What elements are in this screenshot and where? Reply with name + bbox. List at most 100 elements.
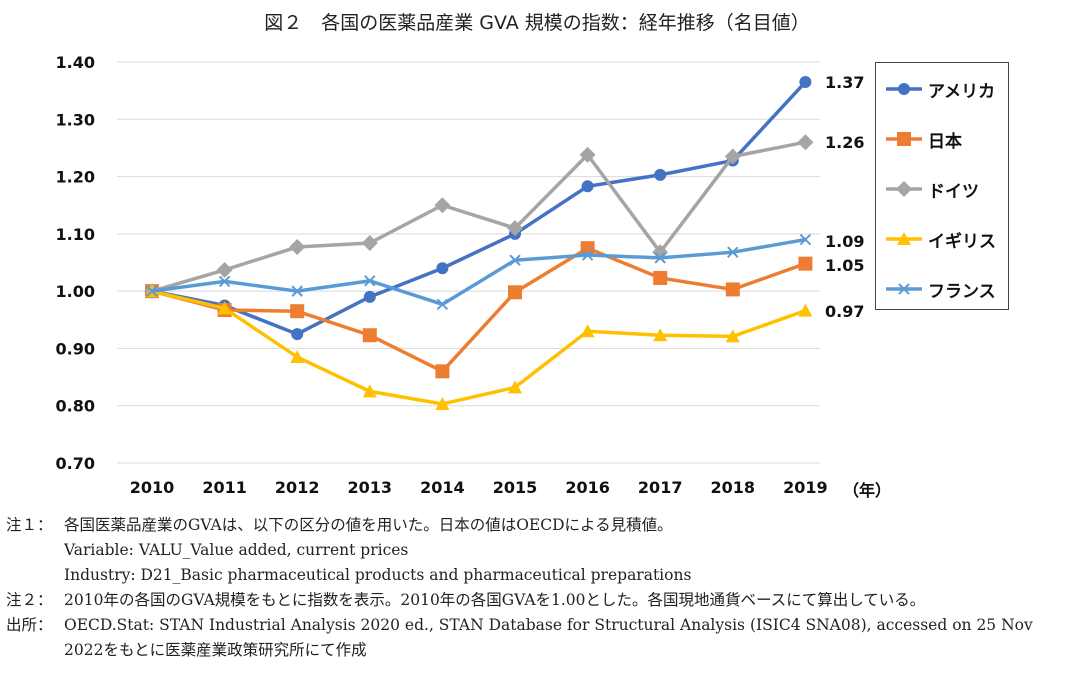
x-tick-label: 2017 [638, 478, 683, 497]
note-text: OECD.Stat: STAN Industrial Analysis 2020… [64, 616, 1033, 659]
data-point [724, 148, 741, 165]
data-point [291, 328, 304, 341]
data-point [362, 328, 377, 343]
legend-swatch [886, 181, 922, 197]
legend-label: アメリカ [928, 81, 996, 102]
data-point [798, 303, 813, 317]
x-tick-label: 2013 [348, 478, 393, 497]
y-tick-label: 1.20 [56, 168, 95, 187]
y-tick-label: 1.10 [56, 225, 95, 244]
data-point [508, 380, 522, 394]
x-tick-label: 2011 [202, 478, 247, 497]
data-point [727, 246, 739, 258]
note-text: Variable: VALU_Value added, current pric… [64, 541, 409, 559]
y-tick-label: 0.70 [56, 454, 95, 473]
data-point [146, 285, 158, 297]
data-point [290, 304, 305, 319]
data-point [653, 270, 668, 285]
data-point [799, 233, 812, 246]
legend-item: アメリカ [884, 77, 996, 102]
legend: アメリカ日本ドイツイギリスフランス [875, 62, 1009, 310]
data-point [898, 283, 910, 295]
data-label: 1.09 [825, 232, 864, 251]
note-label: 出所： [6, 616, 53, 634]
note-label: 注２： [6, 591, 53, 609]
data-point [290, 350, 305, 364]
data-point [725, 329, 740, 343]
note-text: 各国医薬品産業のGVAは、以下の区分の値を用いた。日本の値はOECDによる見積値… [64, 516, 673, 534]
x-tick-label: 2016 [565, 478, 610, 497]
note: 注１： 各国医薬品産業のGVAは、以下の区分の値を用いた。日本の値はOECDによる… [6, 513, 1069, 588]
data-label: 0.97 [825, 302, 864, 321]
x-tick-label: 2014 [420, 478, 465, 497]
note-label: 注１： [6, 516, 53, 534]
data-point [216, 261, 233, 278]
data-label: 1.26 [825, 133, 864, 152]
x-tick-label: 2012 [275, 478, 320, 497]
y-tick-label: 0.90 [56, 339, 95, 358]
legend-label: フランス [928, 281, 996, 302]
data-point [897, 232, 911, 245]
y-tick-label: 0.80 [56, 397, 95, 416]
data-point [363, 290, 376, 303]
data-point [218, 275, 231, 288]
data-point [654, 168, 667, 181]
series-line [151, 140, 806, 293]
data-point [217, 301, 232, 315]
chart-title: 図２ 各国の医薬品産業 GVA 規模の指数：経年推移（名目値） [264, 12, 810, 34]
notes: 注１： 各国医薬品産業のGVAは、以下の区分の値を用いた。日本の値はOECDによる… [6, 513, 1069, 663]
data-point [654, 252, 666, 264]
legend-item: 日本 [884, 127, 962, 152]
data-point [580, 241, 595, 256]
series-1: 1.05 [145, 241, 864, 379]
line-chart: 0.70 0.80 0.90 1.00 1.10 1.20 1.30 1.40 2010 2011… [56, 53, 892, 500]
data-point [798, 256, 813, 271]
series-0: 1.37 [146, 73, 864, 341]
data-point [436, 262, 449, 275]
y-tick-label: 1.30 [56, 110, 95, 129]
data-point [364, 275, 376, 287]
data-point [509, 254, 521, 266]
data-point [896, 181, 912, 197]
data-point [897, 132, 911, 146]
legend-item: フランス [884, 277, 996, 302]
data-point [362, 384, 377, 398]
legend-label: ドイツ [928, 181, 979, 202]
data-point [434, 197, 451, 214]
x-tick-label: 2010 [130, 478, 175, 497]
data-point [799, 76, 812, 89]
series-line [151, 289, 806, 406]
series-4: 1.09 [146, 232, 864, 311]
data-point [580, 324, 595, 338]
legend-swatch [886, 83, 922, 95]
note-text: 2010年の各国のGVA規模をもとに指数を表示。2010年の各国GVAを1.00… [64, 591, 926, 609]
data-point [797, 134, 814, 151]
series-line [151, 80, 807, 337]
data-label: 1.37 [825, 73, 864, 92]
data-point [581, 180, 594, 193]
data-point [653, 328, 668, 342]
legend-item: ドイツ [884, 177, 979, 202]
note: 注２： 2010年の各国のGVA規模をもとに指数を表示。2010年の各国GVAを1… [6, 588, 1069, 613]
x-axis-label: （年） [843, 481, 891, 500]
x-tick-label: 2019 [783, 478, 828, 497]
data-point [579, 146, 596, 163]
data-point [435, 396, 450, 410]
data-label: 1.05 [825, 256, 864, 275]
data-point [361, 235, 378, 252]
y-tick-label: 1.00 [56, 282, 95, 301]
note: 出所： OECD.Stat: STAN Industrial Analysis 2… [6, 613, 1069, 663]
data-point [436, 298, 449, 311]
data-point [289, 239, 306, 256]
legend-item: イギリス [884, 227, 996, 252]
x-tick-label: 2018 [711, 478, 756, 497]
data-point [435, 364, 450, 379]
data-point [725, 282, 740, 297]
y-tick-label: 1.40 [56, 53, 95, 72]
legend-swatch [886, 283, 922, 295]
legend-swatch [886, 132, 922, 146]
data-point [507, 220, 523, 237]
x-tick-label: 2015 [493, 478, 538, 497]
data-point [508, 285, 522, 300]
